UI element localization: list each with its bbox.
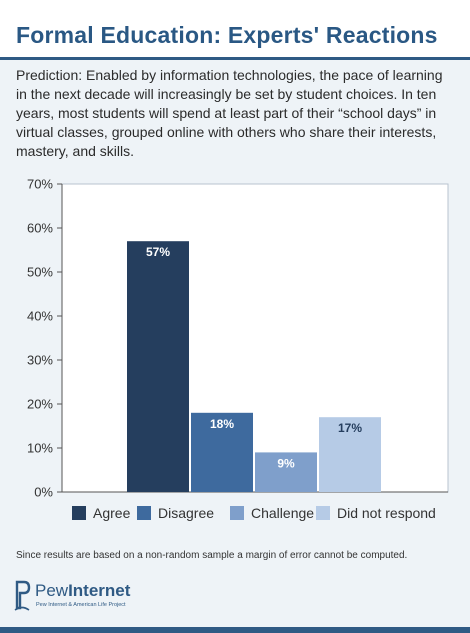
y-tick-label: 60% [27,221,53,236]
legend-label: Challenge [251,505,314,521]
logo-name: PewInternet [35,581,130,601]
y-tick-label: 50% [27,265,53,280]
y-tick-label: 30% [27,353,53,368]
page-title: Formal Education: Experts' Reactions [16,22,438,48]
logo-name-part1: Pew [35,581,69,600]
chart-svg: 0% 10% 20% 30% 40% 50% 60% 70% 57% 18% 9% 17% Agree D… [27,177,449,521]
bar-did-not-respond [319,417,381,492]
legend-swatch [316,506,330,520]
logo-name-part2: Internet [68,581,131,600]
y-tick-label: 70% [27,177,53,192]
prediction-text: Prediction: Enabled by information techn… [16,67,443,159]
bar-chart: 0% 10% 20% 30% 40% 50% 60% 70% 57% 18% 9% 17% Agree D… [0,170,470,540]
legend-swatch [72,506,86,520]
legend-label: Agree [93,505,131,521]
y-tick-label: 40% [27,309,53,324]
bar-challenge [255,452,317,492]
y-tick-label: 10% [27,441,53,456]
legend-label: Disagree [158,505,214,521]
y-tick-label: 0% [34,485,53,500]
data-label: 17% [338,421,362,435]
y-tick-label: 20% [27,397,53,412]
pew-logo-icon [14,580,31,611]
bar-disagree [191,412,253,492]
data-label: 9% [277,456,295,470]
logo-subtitle: Pew Internet & American Life Project [36,602,126,608]
footnote: Since results are based on a non-random … [16,550,408,561]
title-bar: Formal Education: Experts' Reactions [0,0,470,60]
data-label: 18% [210,417,234,431]
bar-agree [127,241,189,492]
legend-swatch [137,506,151,520]
pew-internet-logo: PewInternet Pew Internet & American Life… [13,578,213,614]
legend-swatch [230,506,244,520]
data-label: 57% [146,245,170,259]
legend-label: Did not respond [337,505,436,521]
plot-area [61,183,449,493]
